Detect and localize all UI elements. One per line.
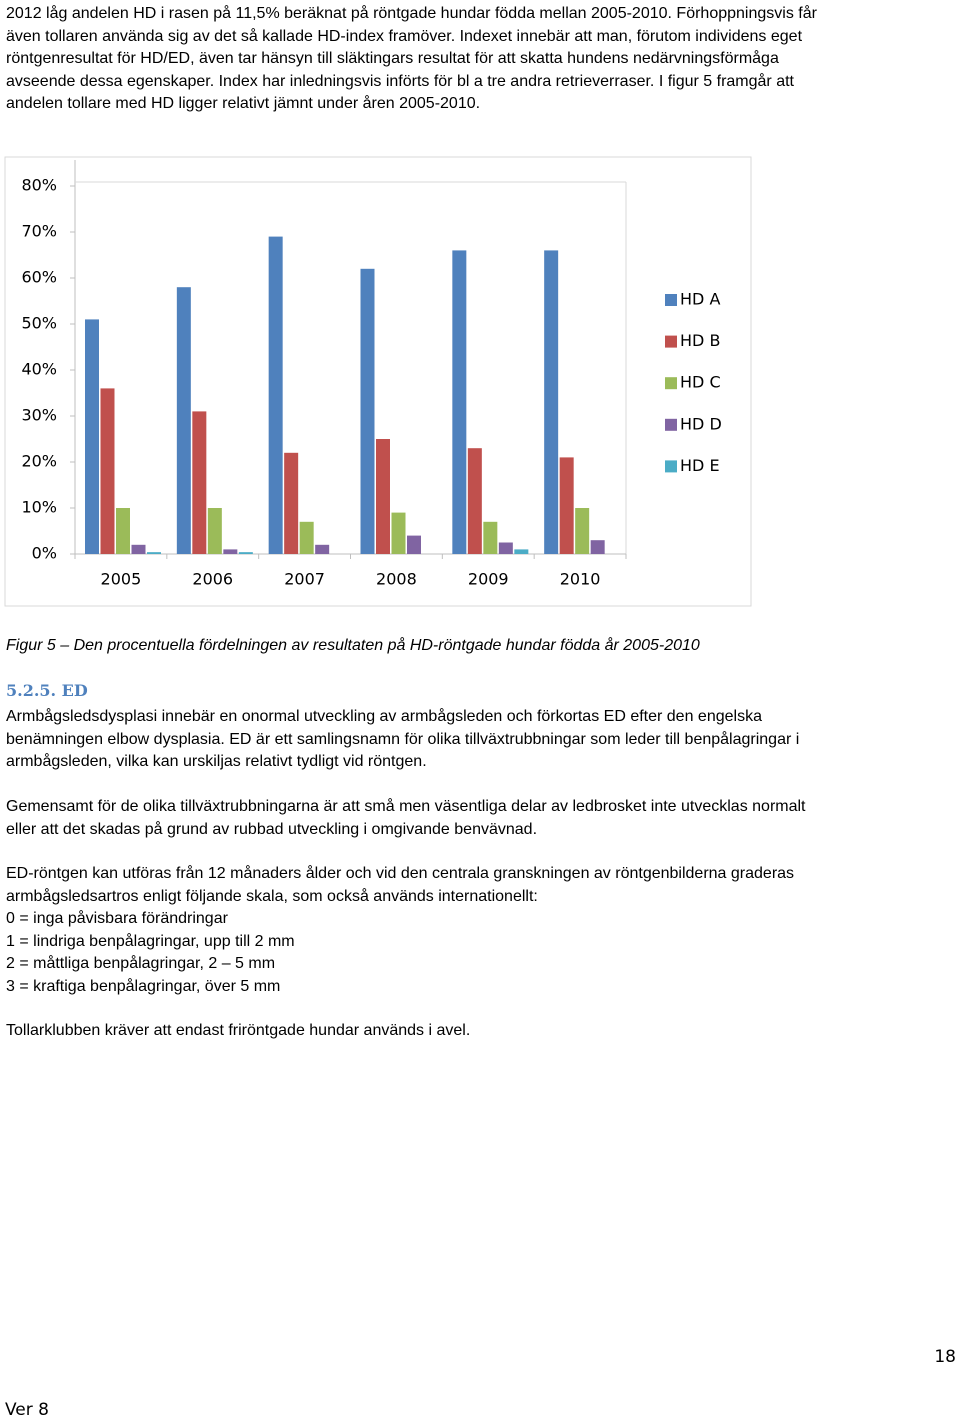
x-tick-label: 2007 xyxy=(284,570,325,589)
bar xyxy=(223,549,238,554)
bar xyxy=(498,542,513,554)
legend-label: HD E xyxy=(680,456,720,475)
text-line: 2012 låg andelen HD i rasen på 11,5% ber… xyxy=(6,5,817,22)
x-tick-label: 2006 xyxy=(192,570,233,589)
version: Ver 8 xyxy=(5,1400,49,1420)
bar xyxy=(315,544,330,554)
legend-label: HD C xyxy=(680,373,721,392)
bar xyxy=(376,439,390,554)
y-tick-label: 10% xyxy=(21,498,57,517)
text-line: 3 = kraftiga benpålagringar, över 5 mm xyxy=(6,977,281,995)
legend-swatch xyxy=(665,377,677,390)
y-tick-label: 20% xyxy=(21,452,57,471)
figure-caption: Figur 5 – Den procentuella fördelningen … xyxy=(6,637,700,654)
bar xyxy=(467,448,482,554)
bar xyxy=(391,512,406,554)
bar xyxy=(360,268,375,554)
bar xyxy=(176,287,191,554)
bar xyxy=(544,250,559,554)
text-line: eller att det skadas på grund av rubbad … xyxy=(6,820,538,838)
x-tick-label: 2005 xyxy=(101,570,142,589)
bar xyxy=(147,552,161,554)
bar xyxy=(85,319,99,554)
x-tick-label: 2010 xyxy=(560,570,601,589)
x-tick-label: 2009 xyxy=(468,570,509,589)
page-number: 18 xyxy=(934,1347,956,1367)
legend-swatch xyxy=(665,335,677,348)
text-line: Tollarklubben kräver att endast friröntg… xyxy=(6,1022,471,1039)
bar xyxy=(559,457,574,554)
text-line: andelen tollare med HD ligger relativt j… xyxy=(6,95,481,112)
bar xyxy=(238,552,253,554)
y-tick-label: 40% xyxy=(21,360,57,379)
bar xyxy=(407,535,421,554)
x-tick-label: 2008 xyxy=(376,570,417,589)
section-heading: 5.2.5. ED xyxy=(6,681,88,700)
bar xyxy=(131,544,146,554)
bar xyxy=(514,549,529,554)
text-line: Gemensamt för de olika tillväxtrubbninga… xyxy=(6,798,806,815)
y-tick-label: 60% xyxy=(21,268,57,287)
bar xyxy=(452,250,467,554)
legend-swatch xyxy=(665,460,677,473)
bar xyxy=(284,452,299,554)
text-line: Armbågsledsdysplasi innebär en onormal u… xyxy=(6,708,762,725)
chart: 0% 10% 20% 30% 40% 50% 60% 70% 80% 2005 2006 2007 20… xyxy=(4,156,752,607)
text-line: armbågsledsartros enligt följande skala,… xyxy=(6,887,538,905)
y-tick-label: 50% xyxy=(21,314,57,333)
bar xyxy=(207,508,222,554)
text-line: 0 = inga påvisbara förändringar xyxy=(6,910,228,927)
bar xyxy=(590,540,605,554)
bar xyxy=(268,236,283,554)
text-line: benämningen elbow dysplasia. ED är ett s… xyxy=(6,730,800,748)
bar xyxy=(116,508,130,554)
legend-label: HD D xyxy=(680,414,722,433)
y-tick-label: 70% xyxy=(21,222,57,241)
text-line: avseende dessa egenskaper. Index har inl… xyxy=(6,72,794,90)
y-tick-label: 80% xyxy=(21,176,57,195)
bar xyxy=(483,521,498,554)
text-line: även tollaren använda sig av det så kall… xyxy=(6,27,803,45)
y-tick-label: 0% xyxy=(32,544,57,563)
bar xyxy=(575,508,590,554)
y-tick-label: 30% xyxy=(21,406,57,425)
text-line: armbågsleden, vilka kan urskiljas relati… xyxy=(6,753,427,770)
legend-swatch xyxy=(665,418,677,431)
bar xyxy=(100,388,115,554)
legend-label: HD B xyxy=(680,331,720,350)
text-line: röntgenresultat för HD/ED, även tar häns… xyxy=(6,50,779,67)
text-line: 2 = måttliga benpålagringar, 2 – 5 mm xyxy=(6,955,276,972)
legend-swatch xyxy=(665,294,677,306)
bar xyxy=(192,411,207,554)
legend-label: HD A xyxy=(680,290,720,309)
text-line: ED-röntgen kan utföras från 12 månaders … xyxy=(6,865,795,882)
bar xyxy=(299,521,314,554)
text-line: 1 = lindriga benpålagringar, upp till 2 … xyxy=(6,932,295,950)
